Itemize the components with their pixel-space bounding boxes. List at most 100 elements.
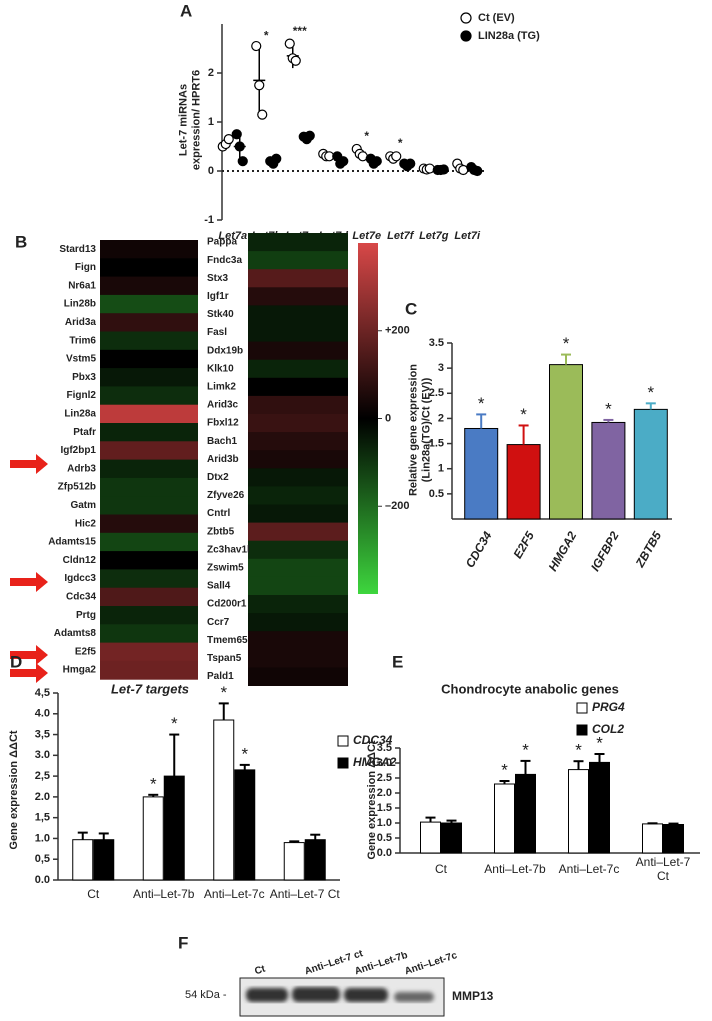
heat-cell bbox=[100, 423, 198, 442]
colorbar-label: –200 bbox=[385, 500, 409, 512]
heat-cell bbox=[100, 276, 198, 296]
gene-label: Bach1 bbox=[207, 436, 237, 447]
heat-cell bbox=[100, 386, 198, 406]
heat-cell bbox=[100, 606, 198, 625]
heat-cell bbox=[248, 576, 348, 596]
gene-label: Limk2 bbox=[207, 381, 236, 392]
heat-cell bbox=[248, 395, 348, 415]
blot bbox=[239, 977, 445, 1017]
x-tick-label: Anti–Let-7 Ct bbox=[636, 855, 691, 883]
heat-cell bbox=[248, 432, 348, 451]
heat-cell bbox=[248, 504, 348, 524]
gene-label: Adamts15 bbox=[48, 537, 96, 548]
bar bbox=[93, 839, 115, 881]
panel-label: E bbox=[392, 652, 403, 671]
gene-label: Cntrl bbox=[207, 508, 231, 519]
y-tick-label: 0.0 bbox=[35, 874, 50, 886]
heat-cell bbox=[248, 667, 348, 686]
x-tick-label: Let7a bbox=[218, 230, 247, 242]
x-tick-label: Let7i bbox=[454, 230, 481, 242]
x-tick-label: Let7f bbox=[387, 230, 415, 242]
heat-cell bbox=[100, 404, 198, 424]
heat-cell bbox=[248, 323, 348, 343]
gene-label: Tspan5 bbox=[207, 653, 242, 664]
data-point bbox=[237, 156, 248, 167]
panel-label: A bbox=[180, 1, 192, 20]
y-tick-label: 1 bbox=[438, 463, 444, 475]
lane-label: Ct bbox=[253, 963, 267, 977]
gene-label: Pappa bbox=[207, 237, 237, 248]
y-tick-label: 1.5 bbox=[429, 437, 444, 449]
heat-cell bbox=[100, 294, 198, 314]
y-tick-label: 1.5 bbox=[377, 802, 392, 814]
bar bbox=[642, 823, 663, 854]
x-tick-label: Ct bbox=[87, 887, 100, 901]
legend-swatch bbox=[337, 757, 349, 769]
legend-label: CDC34 bbox=[353, 733, 393, 747]
heat-cell bbox=[100, 642, 198, 662]
y-tick-label: 2 bbox=[208, 67, 214, 79]
y-tick-label: 3.5 bbox=[429, 337, 444, 349]
heat-cell bbox=[100, 569, 198, 589]
gene-label: Ccr7 bbox=[207, 617, 230, 628]
bar bbox=[213, 719, 235, 881]
heat-cell bbox=[248, 631, 348, 650]
significance: * bbox=[478, 394, 485, 413]
y-tick-label: 2 bbox=[438, 412, 444, 424]
y-tick-label: 3 bbox=[438, 362, 444, 374]
x-tick-label: Ct bbox=[435, 862, 448, 876]
heat-cell bbox=[248, 377, 348, 397]
heat-cell bbox=[248, 233, 348, 252]
gene-label: Prtg bbox=[76, 610, 96, 621]
gene-label: Klk10 bbox=[207, 363, 234, 374]
gene-label: Lin28b bbox=[64, 299, 96, 310]
y-tick-label: 1.0 bbox=[35, 832, 50, 844]
significance: * bbox=[522, 740, 529, 759]
y-tick-label: 3.0 bbox=[35, 749, 50, 761]
gene-label: Vstm5 bbox=[66, 354, 96, 365]
bar bbox=[633, 408, 668, 520]
gene-label: Zswim5 bbox=[207, 562, 244, 573]
gene-label: Fndc3a bbox=[207, 255, 242, 266]
gene-label: Stk40 bbox=[207, 309, 234, 320]
bar bbox=[494, 783, 515, 854]
legend-label: COL2 bbox=[592, 722, 624, 736]
x-tick-label: Anti–Let-7c bbox=[559, 862, 620, 876]
gene-label: Fignl2 bbox=[67, 390, 97, 401]
significance: * bbox=[220, 683, 227, 702]
chart-title: Chondrocyte anabolic genes bbox=[441, 681, 619, 696]
gene-label: Lin28a bbox=[64, 408, 96, 419]
lane-label: Anti–Let-7c bbox=[403, 950, 459, 977]
gene-label: Dtx2 bbox=[207, 472, 229, 483]
marker-label: 54 kDa - bbox=[185, 989, 227, 1001]
bar bbox=[441, 822, 462, 854]
gene-label: Zfp512b bbox=[58, 482, 96, 493]
bar bbox=[549, 364, 583, 520]
legend-swatch bbox=[460, 12, 472, 24]
gene-label: Hic2 bbox=[75, 518, 97, 529]
legend-swatch bbox=[576, 702, 588, 714]
y-axis-label: Gene expression ΔΔCt bbox=[8, 730, 20, 849]
data-point bbox=[391, 151, 402, 162]
heat-cell bbox=[248, 341, 348, 361]
gene-label: Cd200r1 bbox=[207, 599, 247, 610]
heat-cell bbox=[248, 486, 348, 505]
gene-label: Stard13 bbox=[59, 244, 96, 255]
heat-cell bbox=[100, 532, 198, 552]
gene-label: Igdcc3 bbox=[64, 573, 96, 584]
y-axis-label: Relative gene expression(Lin28a(TG)/Ct (… bbox=[407, 364, 432, 496]
heat-cell bbox=[100, 551, 198, 570]
gene-label: Igf1r bbox=[207, 291, 229, 302]
y-tick-label: 1 bbox=[208, 116, 214, 128]
significance: * bbox=[520, 405, 527, 424]
gene-label: Cldn12 bbox=[63, 555, 97, 566]
significance: * bbox=[605, 399, 612, 418]
significance: * bbox=[264, 29, 269, 43]
y-tick-label: 0.5 bbox=[377, 832, 392, 844]
significance: * bbox=[150, 774, 157, 793]
panel-label: B bbox=[15, 232, 27, 251]
colorbar-label: +200 bbox=[385, 325, 410, 337]
data-point bbox=[290, 55, 301, 66]
heat-cell bbox=[248, 305, 348, 324]
